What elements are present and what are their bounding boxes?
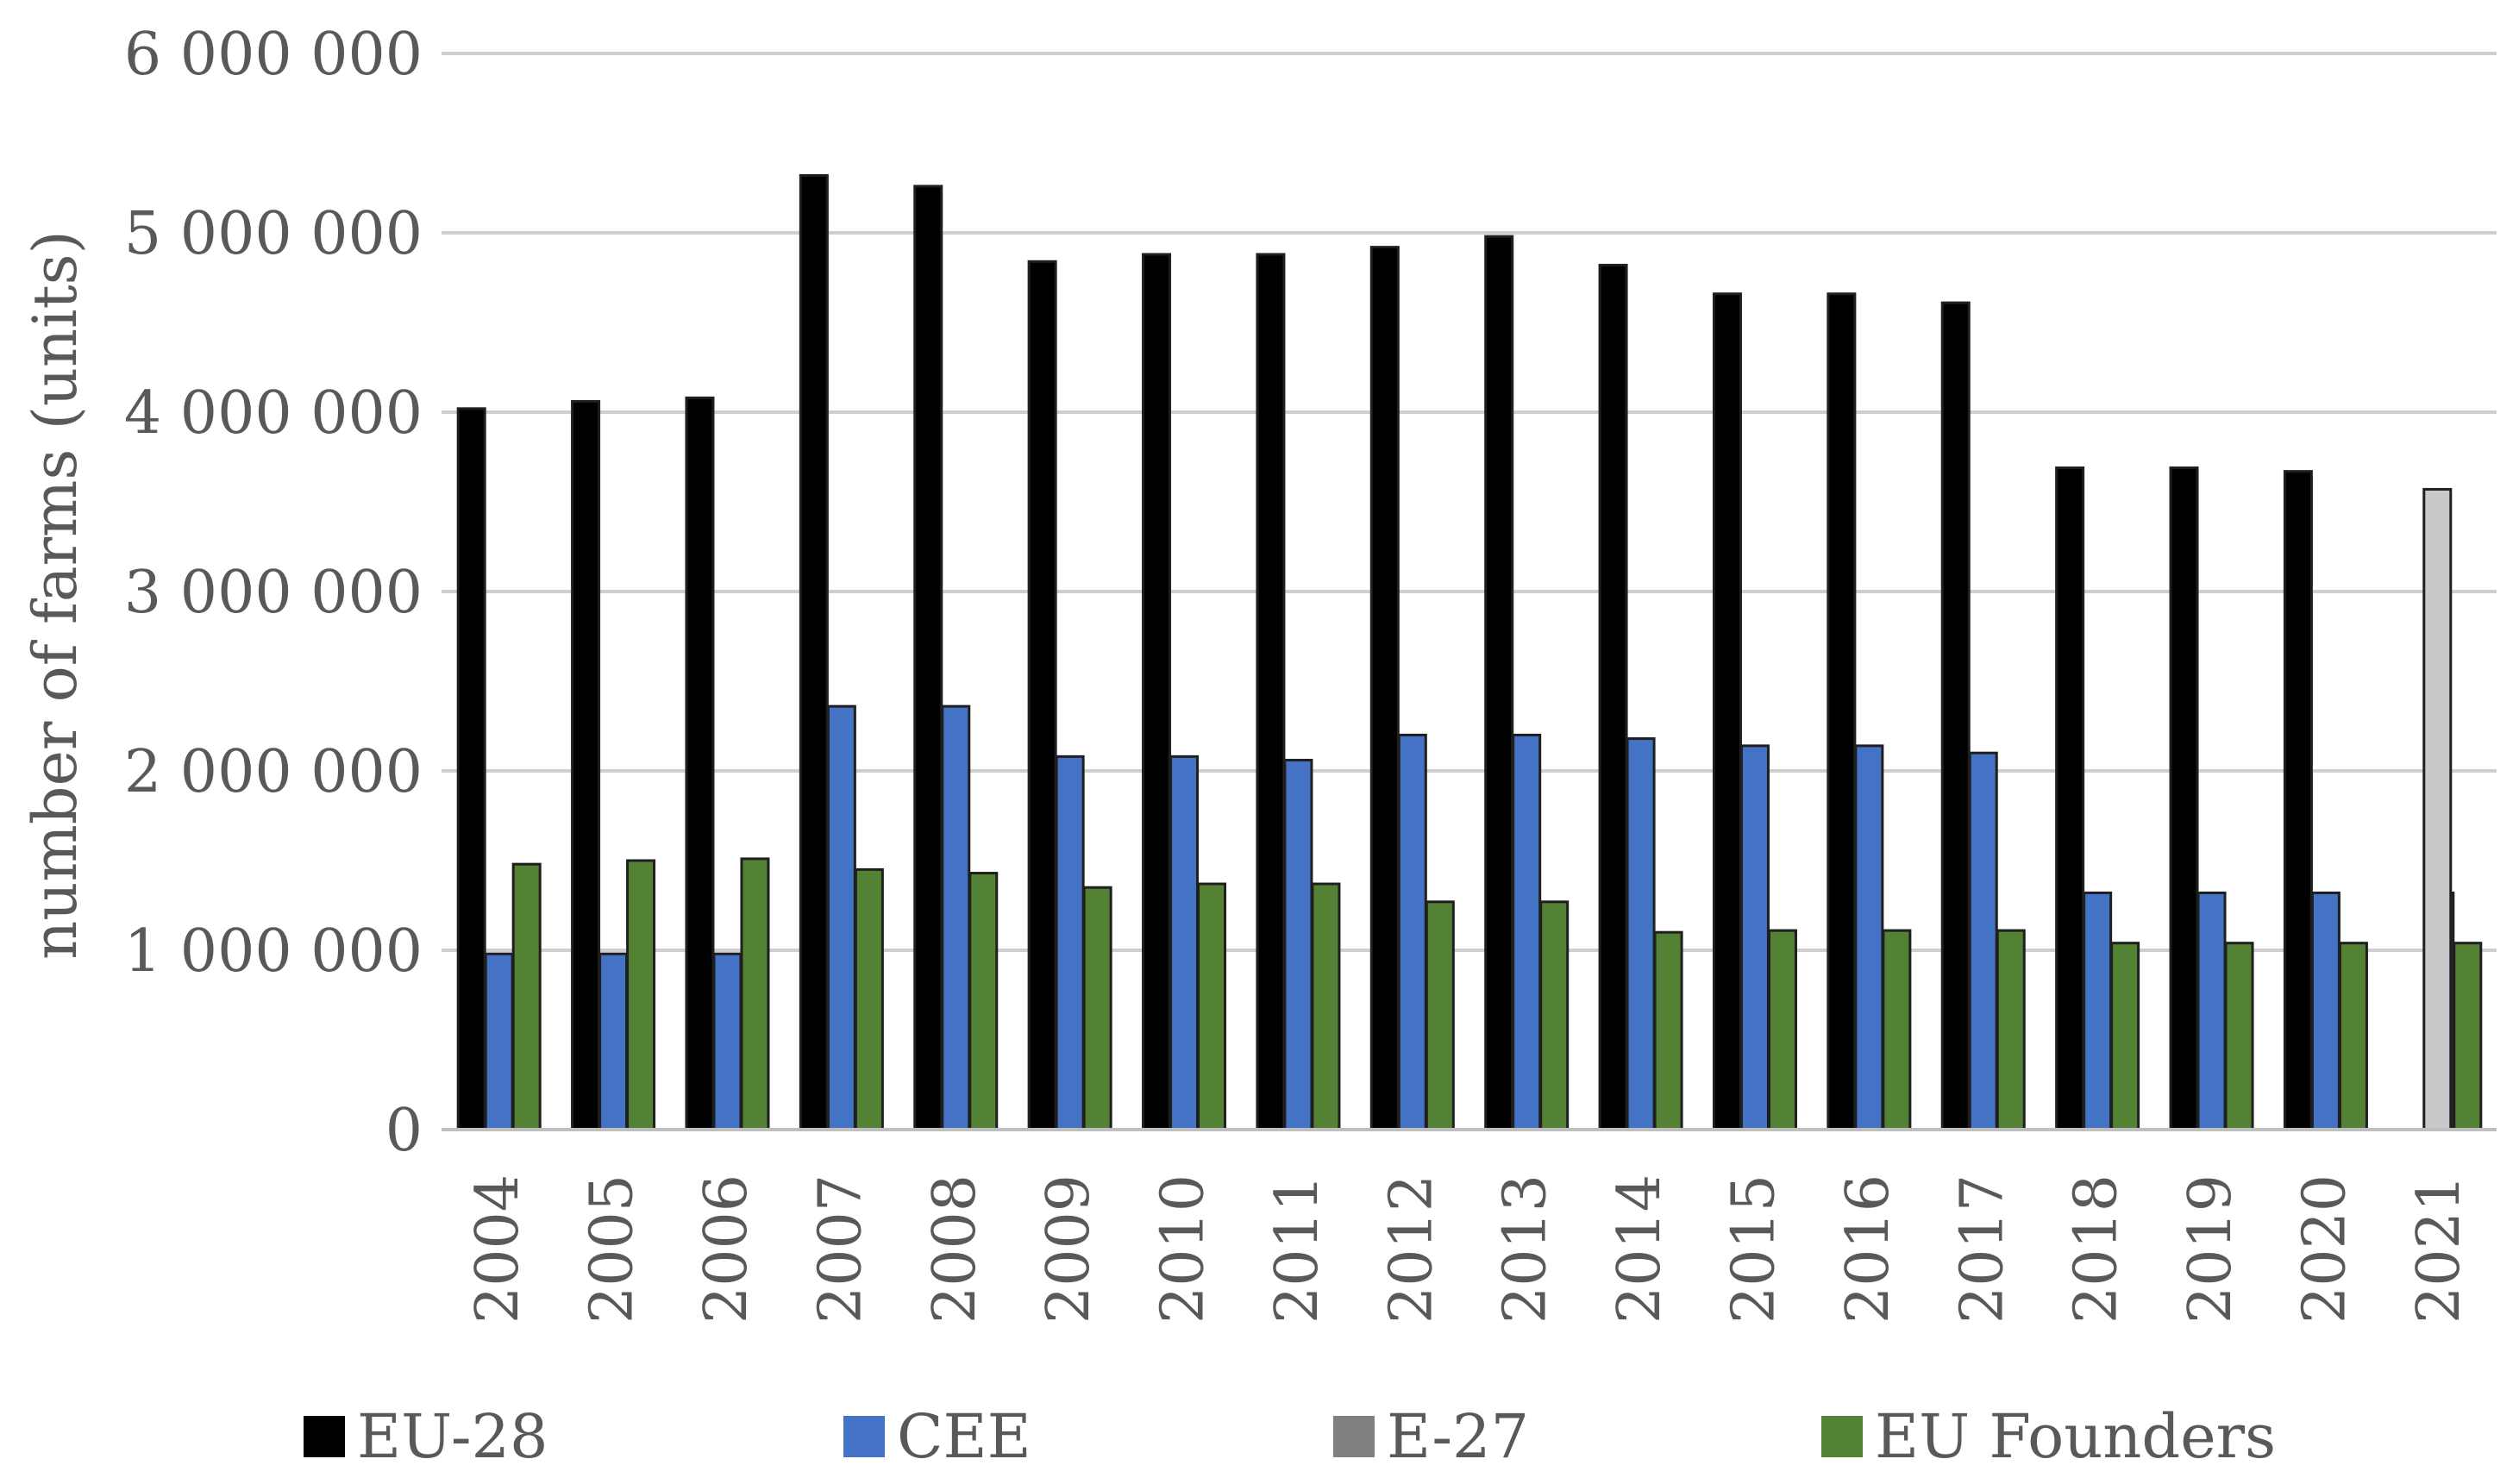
x-tick-label: 2013 xyxy=(1492,1174,1560,1324)
bar-cee-2005 xyxy=(598,952,629,1131)
bar-eu-28-2014 xyxy=(1598,263,1628,1131)
x-tick-label: 2004 xyxy=(464,1174,532,1324)
bars xyxy=(456,173,2483,1131)
bar-eu-founders-2009 xyxy=(1082,886,1112,1131)
legend-label: CEE xyxy=(897,1401,1031,1472)
x-tick-label: 2005 xyxy=(579,1174,647,1324)
y-tick-label: 0 xyxy=(385,1097,423,1165)
bar-cee-2007 xyxy=(826,704,856,1131)
bar-e-27-2021 xyxy=(2422,487,2453,1131)
x-tick-label: 2009 xyxy=(1035,1174,1103,1324)
bar-cee-2018 xyxy=(2083,891,2113,1131)
bar-eu-28-2011 xyxy=(1256,253,1286,1131)
y-axis-title: number of farms (units) xyxy=(20,230,91,960)
bar-eu-founders-2017 xyxy=(1996,929,2026,1131)
legend-label: E-27 xyxy=(1387,1401,1529,1472)
bar-eu-28-2020 xyxy=(2283,470,2313,1131)
y-axis-ticks: 0 1 000 000 2 000 000 3 000 000 4 000 000 5 0… xyxy=(124,21,423,1165)
bar-eu-founders-2005 xyxy=(626,859,656,1131)
bar-eu-founders-2019 xyxy=(2224,942,2254,1131)
bar-eu-28-2007 xyxy=(799,173,829,1131)
x-tick-label: 2016 xyxy=(1834,1174,1902,1324)
x-tick-label: 2014 xyxy=(1606,1174,1674,1324)
bar-eu-founders-2004 xyxy=(511,862,542,1131)
legend-label: EU Founders xyxy=(1875,1401,2276,1472)
bar-eu-founders-2007 xyxy=(854,867,884,1131)
x-tick-label: 2015 xyxy=(1720,1174,1788,1324)
bar-eu-28-2015 xyxy=(1712,292,1742,1131)
legend-swatch xyxy=(304,1416,345,1457)
bar-eu-28-2018 xyxy=(2055,466,2085,1131)
bar-eu-founders-2008 xyxy=(968,872,999,1131)
x-tick-label: 2006 xyxy=(692,1174,761,1324)
x-tick-label: 2017 xyxy=(1948,1174,2016,1324)
y-tick-label: 1 000 000 xyxy=(124,917,423,986)
legend-swatch xyxy=(1821,1416,1863,1457)
y-tick-label: 2 000 000 xyxy=(124,738,423,806)
x-axis-tick-labels: 2004 2005 2006 2007 2008 2009 2010 2011 2012 2013… xyxy=(464,1174,2473,1324)
bar-cee-2008 xyxy=(941,704,971,1131)
y-tick-label: 5 000 000 xyxy=(124,200,423,268)
bar-cee-2006 xyxy=(712,952,743,1131)
gridlines xyxy=(442,52,2497,952)
bar-cee-2010 xyxy=(1169,755,1200,1131)
bar-eu-founders-2021 xyxy=(2453,942,2483,1131)
bar-eu-28-2005 xyxy=(571,400,601,1131)
y-tick-label: 4 000 000 xyxy=(124,379,423,448)
y-tick-label: 3 000 000 xyxy=(124,559,423,627)
bar-eu-founders-2014 xyxy=(1653,930,1683,1131)
x-tick-label: 2012 xyxy=(1377,1174,1445,1324)
bar-eu-founders-2018 xyxy=(2110,942,2140,1131)
bar-eu-founders-2016 xyxy=(1882,929,1912,1131)
bar-eu-28-2004 xyxy=(456,407,486,1131)
legend-swatch xyxy=(843,1416,885,1457)
bar-eu-founders-2012 xyxy=(1425,900,1455,1131)
bar-cee-2013 xyxy=(1512,733,1542,1131)
x-tick-label: 2018 xyxy=(2063,1174,2131,1324)
bar-eu-founders-2011 xyxy=(1311,882,1341,1131)
x-tick-label: 2008 xyxy=(921,1174,989,1324)
bar-cee-2017 xyxy=(1968,751,1998,1131)
bar-eu-founders-2013 xyxy=(1539,900,1570,1131)
bar-eu-28-2019 xyxy=(2169,466,2199,1131)
bar-eu-28-2010 xyxy=(1142,253,1172,1131)
bar-eu-28-2012 xyxy=(1369,246,1400,1131)
x-tick-label: 2007 xyxy=(806,1174,874,1324)
bar-cee-2012 xyxy=(1397,733,1427,1131)
x-tick-label: 2011 xyxy=(1263,1174,1332,1324)
x-tick-label: 2010 xyxy=(1150,1174,1218,1324)
bar-cee-2009 xyxy=(1055,755,1085,1131)
bar-eu-28-2006 xyxy=(685,396,715,1131)
bar-eu-28-2008 xyxy=(913,185,943,1131)
bar-eu-founders-2010 xyxy=(1197,882,1227,1131)
x-tick-label: 2019 xyxy=(2177,1174,2245,1324)
bar-eu-28-2009 xyxy=(1027,260,1057,1131)
x-tick-label: 2021 xyxy=(2405,1174,2473,1324)
bar-cee-2016 xyxy=(1854,744,1884,1131)
bar-eu-28-2016 xyxy=(1827,292,1857,1131)
bar-eu-founders-2015 xyxy=(1767,929,1797,1131)
bar-eu-founders-2020 xyxy=(2338,942,2368,1131)
x-tick-label: 2020 xyxy=(2290,1174,2359,1324)
bar-cee-2020 xyxy=(2310,891,2340,1131)
bar-cee-2011 xyxy=(1283,759,1313,1131)
bar-eu-founders-2006 xyxy=(740,857,770,1131)
bar-cee-2014 xyxy=(1626,737,1656,1131)
bar-eu-28-2017 xyxy=(1940,301,1971,1131)
bar-cee-2015 xyxy=(1739,744,1770,1131)
legend-swatch xyxy=(1333,1416,1375,1457)
bar-cee-2019 xyxy=(2196,891,2227,1131)
y-tick-label: 6 000 000 xyxy=(124,21,423,89)
bar-cee-2004 xyxy=(484,952,514,1131)
legend: EU-28 CEE E-27 EU Founders xyxy=(304,1401,2276,1472)
legend-label: EU-28 xyxy=(357,1401,548,1472)
bar-eu-28-2013 xyxy=(1484,235,1514,1131)
